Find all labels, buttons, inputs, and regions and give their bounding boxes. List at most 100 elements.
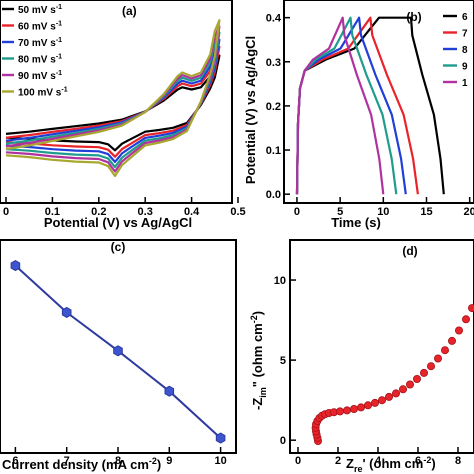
panel-d-y-axis-label-z: -Z bbox=[250, 398, 265, 410]
gcd-x-tick-label-0: 0 bbox=[294, 206, 300, 218]
eis-x-tick-label-2: 4 bbox=[375, 455, 382, 467]
eis-y-tick-label-1: 5 bbox=[280, 355, 286, 367]
cv-curve-0 bbox=[5, 54, 221, 152]
panel-d-y-axis-label: -Zim" (ohm cm-2) bbox=[249, 311, 268, 410]
nyquist-point-19 bbox=[384, 392, 393, 401]
panel-d-y-axis-label-rest: " (ohm cm bbox=[250, 323, 265, 387]
cap-x-tick-label-2: 8 bbox=[115, 455, 121, 467]
gcd-x-tick-label-2: 10 bbox=[377, 206, 389, 218]
panel-c-x-axis-label-close: ) bbox=[157, 457, 161, 472]
nyquist-point-14 bbox=[349, 404, 358, 413]
panel-d-y-axis-label-close: ) bbox=[250, 311, 265, 315]
nyquist-point-16 bbox=[363, 401, 372, 410]
panel-b-ticks: 0 5 10 15 20 0.0 0.1 0.2 0.3 0.4 bbox=[266, 13, 474, 218]
panel-a-cv: 0 0.1 0.2 0.3 0.4 0.5 50 mV s-1 60 mV s-1 70 mV… bbox=[0, 0, 246, 230]
panel-d-x-axis-label-sub: re bbox=[354, 464, 363, 474]
capacitance-point-0 bbox=[10, 260, 21, 272]
panel-c-x-axis-label-sup: -2 bbox=[149, 456, 157, 466]
cv-legend-entry-1: 60 mV s-1 bbox=[18, 21, 62, 33]
eis-y-tick-label-0: 0 bbox=[280, 435, 286, 447]
panel-d-frame bbox=[289, 239, 474, 454]
panel-c-x-axis-label: Current density (mA cm-2) bbox=[2, 456, 161, 472]
cv-legend-entry-0: 50 mV s-1 bbox=[18, 4, 62, 16]
eis-x-tick-label-1: 2 bbox=[335, 455, 341, 467]
panel-c-label: (c) bbox=[111, 240, 126, 254]
panel-d-y-axis-label-sup: -2 bbox=[249, 315, 259, 323]
panel-a-x-axis-label: Potential (V) vs Ag/AgCl bbox=[44, 215, 192, 230]
cap-x-tick-label-3: 9 bbox=[166, 455, 172, 467]
nyquist-point-27 bbox=[440, 346, 449, 355]
gcd-x-tick-label-1: 5 bbox=[337, 206, 343, 218]
panel-d-x-axis-label-sup: -2 bbox=[423, 455, 431, 465]
nyquist-point-17 bbox=[370, 398, 379, 407]
gcd-y-tick-label-2: 0.2 bbox=[266, 101, 281, 113]
eis-y-tick-label-2: 10 bbox=[274, 275, 286, 287]
gcd-legend-entry-3: 9 bbox=[462, 62, 468, 73]
nyquist-point-21 bbox=[398, 385, 407, 394]
panel-b-legend: 6 7 8 9 1 bbox=[443, 12, 468, 89]
capacitance-point-1 bbox=[61, 306, 72, 318]
nyquist-point-22 bbox=[405, 380, 414, 389]
gcd-curve-4 bbox=[295, 16, 385, 195]
cap-x-tick-label-4: 10 bbox=[214, 455, 226, 467]
panel-c-capacitance: 6 7 8 9 10 (c) Current density (mA cm-2) bbox=[0, 239, 237, 472]
nyquist-point-20 bbox=[391, 389, 400, 398]
nyquist-point-30 bbox=[461, 315, 470, 324]
panel-d-x-axis-label: Zre' (ohm cm-2) bbox=[346, 455, 436, 474]
panel-b-gcd: 0 5 10 15 20 0.0 0.1 0.2 0.3 0.4 6 7 8 9 1 (b) Time (… bbox=[243, 0, 474, 230]
nyquist-point-31 bbox=[468, 304, 474, 313]
capacitance-point-2 bbox=[113, 345, 123, 357]
eis-x-tick-label-3: 6 bbox=[415, 455, 421, 467]
panel-b-curves bbox=[295, 16, 445, 195]
panel-a-x-ticks: 0 0.1 0.2 0.3 0.4 0.5 bbox=[3, 197, 246, 218]
cap-x-tick-label-0: 6 bbox=[12, 455, 18, 467]
nyquist-point-15 bbox=[356, 403, 365, 412]
cv-x-tick-label-5: 0.5 bbox=[230, 206, 245, 218]
gcd-x-tick-label-3: 15 bbox=[420, 206, 432, 218]
nyquist-point-29 bbox=[454, 326, 463, 335]
panel-d-data bbox=[311, 304, 474, 445]
cv-curve-5 bbox=[5, 19, 221, 178]
panel-d-ticks: 0 2 4 6 8 0 5 10 bbox=[274, 275, 461, 467]
cv-legend-entry-4: 90 mV s-1 bbox=[18, 70, 62, 82]
panel-c-x-axis-label-main: Current density (mA cm bbox=[2, 457, 149, 472]
nyquist-point-23 bbox=[412, 374, 421, 383]
eis-x-tick-label-0: 0 bbox=[295, 455, 301, 467]
gcd-legend-entry-0: 6 bbox=[462, 12, 468, 23]
panel-a-legend: 50 mV s-1 60 mV s-1 70 mV s-1 80 mV s-1 90 m… bbox=[2, 4, 68, 99]
cv-legend-entry-5: 100 mV s-1 bbox=[18, 87, 68, 99]
cv-x-tick-label-4: 0.4 bbox=[184, 206, 200, 218]
panel-c-x-ticks: 6 7 8 9 10 bbox=[12, 447, 227, 467]
nyquist-point-26 bbox=[433, 354, 442, 363]
nyquist-point-28 bbox=[447, 336, 456, 345]
panel-d-x-axis-label-close: ) bbox=[431, 456, 435, 471]
panel-c-data bbox=[10, 260, 226, 444]
gcd-y-tick-label-3: 0.3 bbox=[266, 57, 281, 69]
gcd-curve-0 bbox=[295, 16, 445, 195]
nyquist-point-18 bbox=[377, 396, 386, 405]
gcd-legend-entry-1: 7 bbox=[462, 29, 468, 40]
capacitance-point-4 bbox=[215, 432, 226, 444]
panel-b-frame bbox=[283, 0, 474, 204]
nyquist-point-13 bbox=[342, 406, 351, 415]
cv-legend-entry-2: 70 mV s-1 bbox=[18, 37, 62, 49]
panel-a-curves bbox=[5, 19, 221, 178]
cv-x-tick-label-3: 0.3 bbox=[138, 206, 153, 218]
gcd-y-tick-label-1: 0.1 bbox=[266, 145, 281, 157]
panel-a-frame bbox=[0, 0, 233, 204]
panel-d-y-axis-label-sub: im bbox=[258, 387, 268, 398]
nyquist-point-25 bbox=[426, 362, 435, 371]
panel-b-x-axis-label: Time (s) bbox=[331, 215, 381, 230]
cap-x-tick-label-1: 7 bbox=[64, 455, 70, 467]
panel-a-label: (a) bbox=[122, 4, 137, 18]
nyquist-point-24 bbox=[419, 368, 428, 377]
cv-legend-entry-3: 80 mV s-1 bbox=[18, 54, 62, 66]
panel-d-label: (d) bbox=[402, 244, 417, 258]
panel-b-y-axis-label: Potential (V) vs Ag/AgCl bbox=[243, 36, 258, 184]
panel-b-label: (b) bbox=[406, 10, 421, 24]
nyquist-point-12 bbox=[335, 407, 344, 416]
gcd-y-tick-label-4: 0.4 bbox=[266, 13, 282, 25]
eis-x-tick-label-4: 8 bbox=[455, 455, 461, 467]
gcd-y-tick-label-0: 0.0 bbox=[266, 189, 281, 201]
